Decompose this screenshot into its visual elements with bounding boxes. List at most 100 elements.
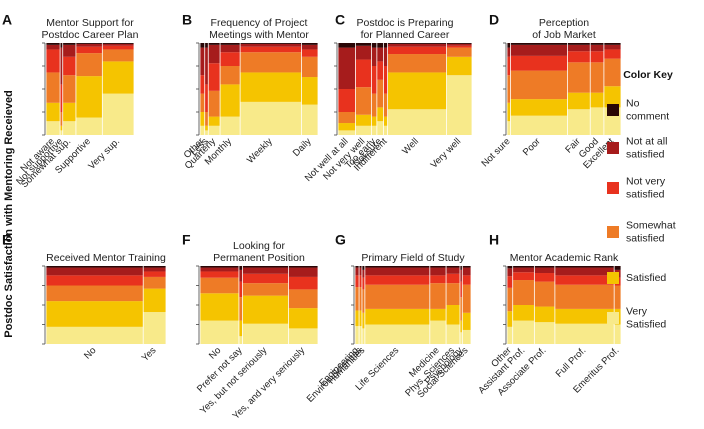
mosaic-cell bbox=[430, 320, 446, 344]
mosaic-cell bbox=[60, 43, 63, 48]
mosaic-cell bbox=[46, 266, 143, 268]
mosaic-cell bbox=[301, 49, 318, 57]
color-key-label: No bbox=[626, 97, 640, 109]
panel-title: Postdoc is Preparing bbox=[357, 17, 454, 29]
mosaic-cell bbox=[143, 288, 166, 313]
mosaic-cell bbox=[555, 284, 614, 309]
category-label: No bbox=[207, 345, 223, 361]
mosaic-cell bbox=[567, 109, 590, 135]
mosaic-cell bbox=[510, 43, 568, 45]
category-label: Poor bbox=[521, 136, 543, 158]
category-label: No bbox=[82, 345, 98, 361]
mosaic-cell bbox=[76, 43, 102, 47]
mosaic-cell bbox=[513, 280, 534, 305]
mosaic-cell bbox=[301, 44, 318, 50]
mosaic-cell bbox=[507, 266, 513, 269]
mosaic-cell bbox=[371, 66, 377, 94]
mosaic-cell bbox=[365, 275, 430, 285]
mosaic-cell bbox=[242, 267, 289, 274]
mosaic-cell bbox=[220, 84, 240, 117]
color-key-swatch bbox=[607, 182, 619, 194]
mosaic-cell bbox=[510, 115, 568, 135]
color-key-label: Satisfied bbox=[626, 272, 666, 284]
mosaic-cell bbox=[359, 275, 362, 288]
mosaic-cell bbox=[507, 75, 511, 103]
mosaic-cell bbox=[288, 266, 318, 268]
mosaic-cell bbox=[365, 266, 430, 268]
mosaic-cell bbox=[76, 76, 102, 118]
mosaic-cell bbox=[462, 266, 471, 268]
mosaic-cell bbox=[102, 43, 134, 46]
mosaic-cell bbox=[604, 43, 621, 45]
mosaic-cell bbox=[383, 47, 388, 66]
mosaic-cell bbox=[220, 52, 240, 66]
mosaic-cell bbox=[355, 287, 359, 311]
mosaic-cell bbox=[46, 43, 60, 45]
mosaic-cell bbox=[338, 130, 356, 135]
mosaic-cell bbox=[371, 116, 377, 126]
mosaic-cell bbox=[60, 130, 63, 135]
mosaic-cell bbox=[239, 269, 243, 282]
mosaic-cell bbox=[200, 75, 205, 94]
panel-title: Mentor Academic Rank bbox=[510, 252, 619, 264]
panel-letter: C bbox=[335, 11, 345, 27]
mosaic-cell bbox=[446, 266, 460, 268]
mosaic-cell bbox=[377, 61, 384, 80]
mosaic-cell bbox=[239, 336, 243, 344]
mosaic-cell bbox=[240, 52, 302, 73]
mosaic-cell bbox=[604, 86, 621, 108]
mosaic-cell bbox=[614, 324, 621, 344]
mosaic-cell bbox=[507, 43, 511, 48]
mosaic-cell bbox=[60, 84, 63, 112]
mosaic-cell bbox=[46, 44, 60, 50]
mosaic-cell bbox=[355, 45, 372, 60]
color-key-label: Very bbox=[626, 305, 648, 317]
mosaic-cell bbox=[377, 121, 384, 135]
color-key-label: satisfied bbox=[626, 148, 665, 160]
mosaic-cell bbox=[288, 267, 318, 277]
mosaic-cell bbox=[383, 125, 388, 135]
mosaic-cell bbox=[76, 43, 102, 44]
mosaic-cell bbox=[359, 287, 362, 311]
mosaic-cell bbox=[362, 328, 365, 344]
mosaic-cell bbox=[63, 44, 76, 57]
mosaic-cell bbox=[240, 72, 302, 102]
category-label: Well bbox=[400, 136, 421, 157]
panel-title: Meetings with Mentor bbox=[209, 29, 309, 41]
mosaic-cell bbox=[200, 320, 239, 344]
mosaic-cell bbox=[371, 93, 377, 117]
mosaic-cell bbox=[387, 54, 447, 73]
panel-letter: F bbox=[182, 231, 191, 247]
panel-title: Postdoc Career Plan bbox=[42, 29, 139, 41]
mosaic-cell bbox=[387, 72, 447, 110]
mosaic-cell bbox=[240, 43, 302, 44]
mosaic-cell bbox=[63, 102, 76, 122]
mosaic-cell bbox=[513, 266, 534, 268]
mosaic-cell bbox=[208, 63, 220, 91]
mosaic-cell bbox=[208, 116, 220, 126]
mosaic-cell bbox=[355, 59, 372, 88]
mosaic-cell bbox=[513, 267, 534, 273]
mosaic-cell bbox=[590, 43, 604, 45]
mosaic-cell bbox=[462, 275, 471, 285]
mosaic-cell bbox=[205, 47, 208, 85]
mosaic-cell bbox=[604, 58, 621, 87]
mosaic-cell bbox=[534, 281, 555, 307]
mosaic-cell bbox=[143, 267, 166, 272]
mosaic-cell bbox=[383, 116, 388, 126]
panel-letter: G bbox=[335, 231, 346, 247]
mosaic-cell bbox=[387, 109, 447, 135]
category-label: Very sup. bbox=[86, 136, 122, 172]
color-key-label: Satisfied bbox=[626, 318, 666, 330]
mosaic-cell bbox=[510, 55, 568, 71]
panel-title: Permanent Position bbox=[213, 252, 305, 264]
mosaic-cell bbox=[240, 101, 302, 135]
mosaic-cell bbox=[365, 324, 430, 344]
mosaic-cell bbox=[338, 43, 356, 48]
color-key-label: satisfied bbox=[626, 188, 665, 200]
mosaic-cell bbox=[102, 49, 134, 62]
mosaic-cell bbox=[239, 281, 243, 298]
